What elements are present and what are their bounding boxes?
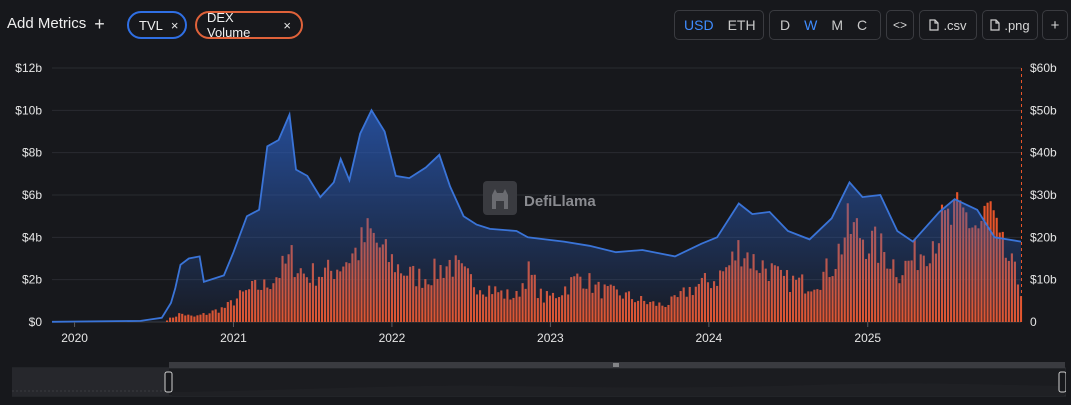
embed-button[interactable]: <> bbox=[886, 10, 914, 40]
x-axis: 2020 2021 2022 2023 2024 2025 bbox=[61, 322, 881, 345]
period-option-day[interactable]: D bbox=[780, 17, 791, 33]
x-tick-label: 2021 bbox=[220, 331, 247, 345]
right-tick-label: $10b bbox=[1030, 273, 1057, 287]
right-axis: 0 $10b $20b $30b $40b $50b $60b bbox=[1030, 61, 1057, 329]
brush-grip-icon bbox=[613, 363, 619, 367]
right-tick-label: $60b bbox=[1030, 61, 1057, 75]
left-tick-label: $12b bbox=[15, 61, 42, 75]
plus-icon: + bbox=[1050, 16, 1060, 34]
code-icon: <> bbox=[892, 18, 907, 32]
brush-preview bbox=[172, 383, 1064, 396]
right-tick-label: $20b bbox=[1030, 230, 1057, 244]
x-tick-label: 2025 bbox=[854, 331, 881, 345]
watermark-text: DefiLlama bbox=[524, 193, 596, 210]
more-options-button[interactable]: + bbox=[1042, 10, 1068, 40]
brush-unselected-region bbox=[12, 368, 169, 396]
defillama-watermark: DefiLlama bbox=[483, 181, 596, 215]
tvl-area bbox=[52, 110, 1021, 322]
x-tick-label: 2022 bbox=[379, 331, 406, 345]
brush-scroll-bar[interactable] bbox=[169, 362, 1065, 368]
right-tick-label: $40b bbox=[1030, 146, 1057, 160]
left-tick-label: $6b bbox=[22, 188, 42, 202]
metric-chip-dex-volume[interactable]: DEX Volume × bbox=[195, 10, 303, 40]
left-tick-label: $8b bbox=[22, 146, 42, 160]
download-csv-button[interactable]: .csv bbox=[919, 10, 977, 40]
plus-icon: + bbox=[94, 13, 105, 34]
period-option-week[interactable]: W bbox=[804, 17, 818, 33]
brush-right-handle[interactable] bbox=[1058, 371, 1067, 393]
close-icon[interactable]: × bbox=[283, 17, 291, 33]
left-tick-label: $4b bbox=[22, 230, 42, 244]
chart-toolbar: Add Metrics + TVL × DEX Volume × USD ETH… bbox=[0, 0, 1071, 48]
x-tick-label: 2020 bbox=[61, 331, 88, 345]
left-axis: $0 $2b $4b $6b $8b $10b $12b bbox=[15, 61, 42, 329]
right-tick-label: $50b bbox=[1030, 103, 1057, 117]
file-icon bbox=[990, 19, 1000, 31]
right-tick-label: 0 bbox=[1030, 315, 1037, 329]
currency-option-usd[interactable]: USD bbox=[684, 17, 714, 33]
llama-logo-icon bbox=[483, 181, 517, 215]
metric-chip-label: DEX Volume bbox=[207, 10, 251, 40]
left-tick-label: $10b bbox=[15, 103, 42, 117]
left-tick-label: $2b bbox=[22, 273, 42, 287]
left-tick-label: $0 bbox=[29, 315, 43, 329]
close-icon[interactable]: × bbox=[170, 17, 179, 33]
png-label: .png bbox=[1004, 17, 1030, 33]
x-tick-label: 2023 bbox=[537, 331, 564, 345]
brush-left-handle[interactable] bbox=[164, 371, 173, 393]
tvl-line bbox=[51, 108, 1022, 323]
metric-chip-tvl[interactable]: TVL × bbox=[127, 11, 187, 39]
currency-option-eth[interactable]: ETH bbox=[727, 17, 756, 33]
add-metrics-button[interactable]: Add Metrics + bbox=[7, 13, 105, 34]
period-option-month[interactable]: M bbox=[831, 17, 844, 33]
currency-toggle: USD ETH bbox=[674, 10, 764, 40]
period-toggle: D W M C bbox=[769, 10, 881, 40]
download-png-button[interactable]: .png bbox=[982, 10, 1038, 40]
add-metrics-label: Add Metrics bbox=[7, 15, 87, 32]
chart-canvas: $0 $2b $4b $6b $8b $10b $12b 0 $10b $20b $30b $40b… bbox=[15, 61, 1057, 345]
file-icon bbox=[929, 19, 940, 31]
metric-chip-label: TVL bbox=[139, 17, 163, 33]
right-tick-label: $30b bbox=[1030, 188, 1057, 202]
time-range-brush[interactable] bbox=[11, 362, 1067, 398]
x-tick-label: 2024 bbox=[696, 331, 723, 345]
period-option-cumulative[interactable]: C bbox=[857, 17, 868, 33]
csv-label: .csv bbox=[943, 17, 967, 33]
